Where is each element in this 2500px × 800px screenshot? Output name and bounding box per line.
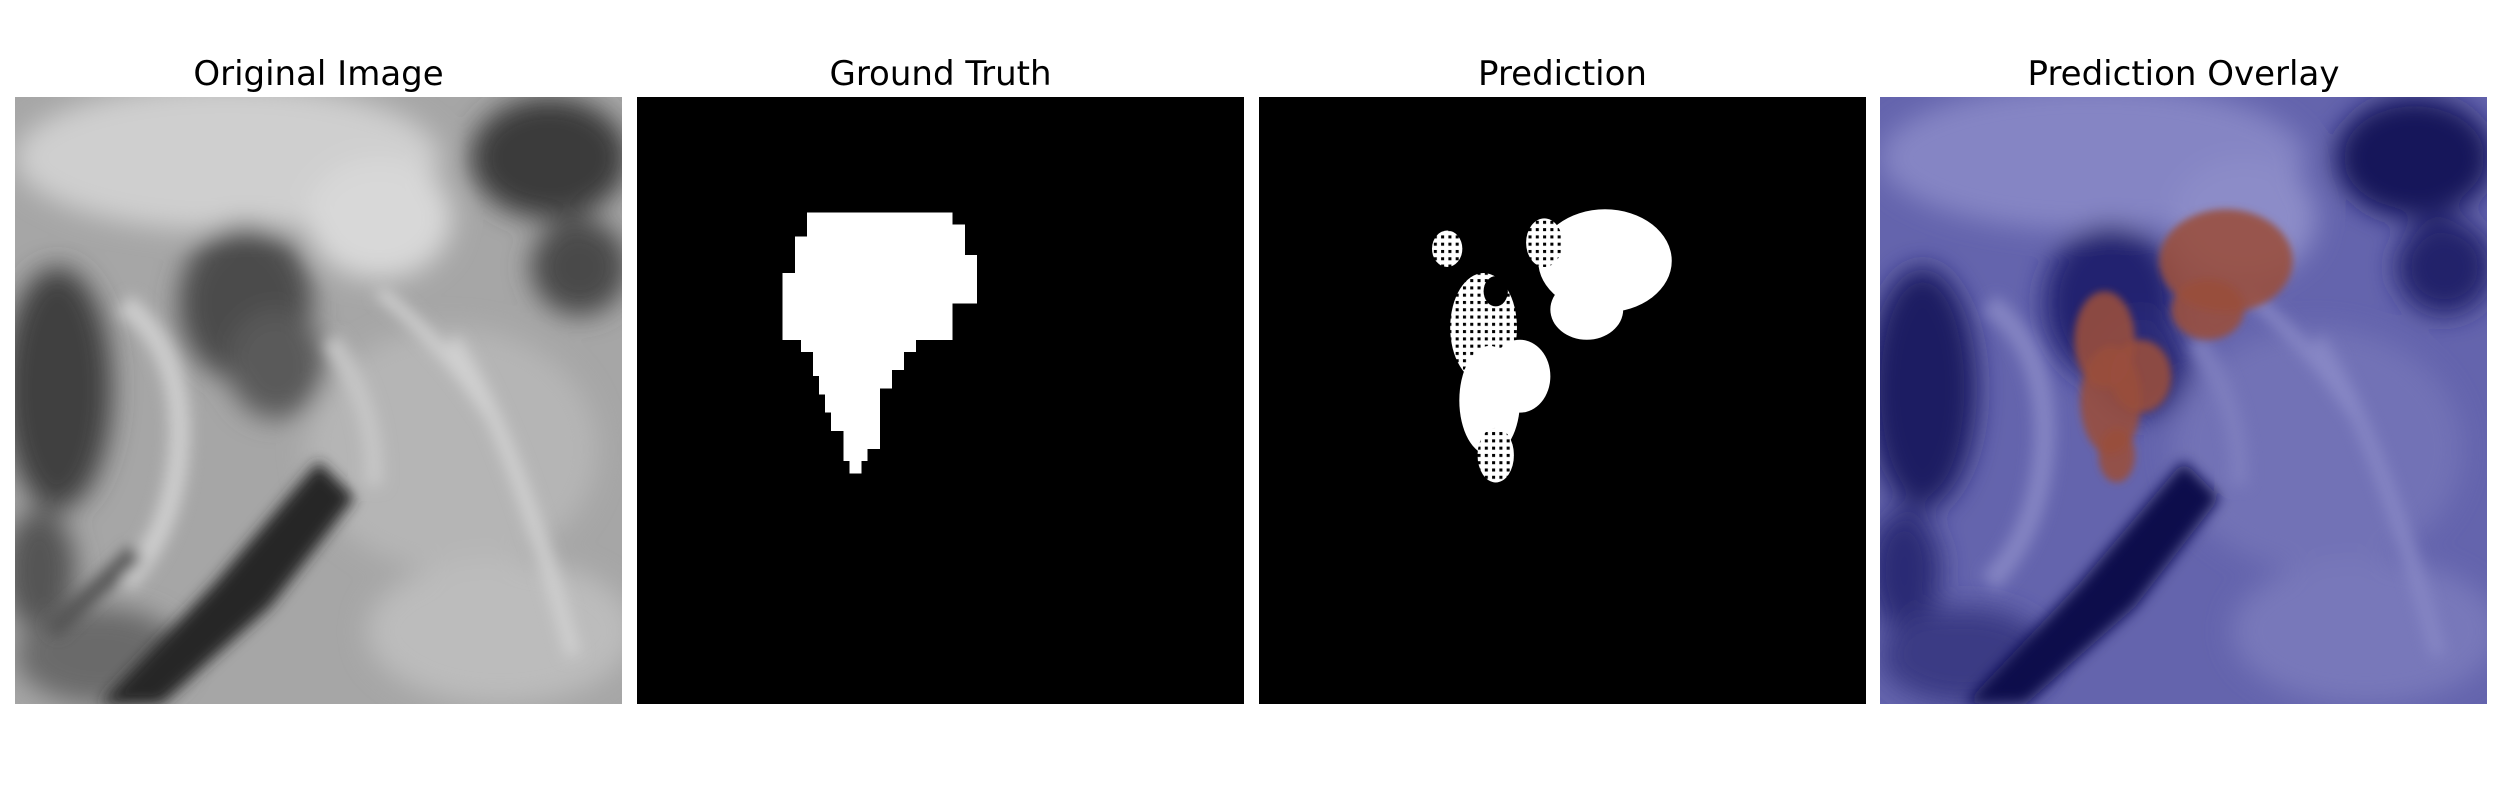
prediction-overlay-image [1880, 97, 2487, 704]
ground-truth-mask [637, 97, 1244, 704]
ground-truth-region [782, 212, 977, 474]
panel-title: Ground Truth [829, 54, 1052, 94]
panel-title: Original Image [193, 54, 444, 94]
panel-title: Prediction Overlay [2027, 54, 2340, 94]
panel-title: Prediction [1478, 54, 1647, 94]
prediction-mask [1259, 97, 1866, 704]
prediction-overlay-region [2074, 209, 2293, 483]
original-mri-image [15, 97, 622, 704]
prediction-region [1431, 209, 1672, 483]
